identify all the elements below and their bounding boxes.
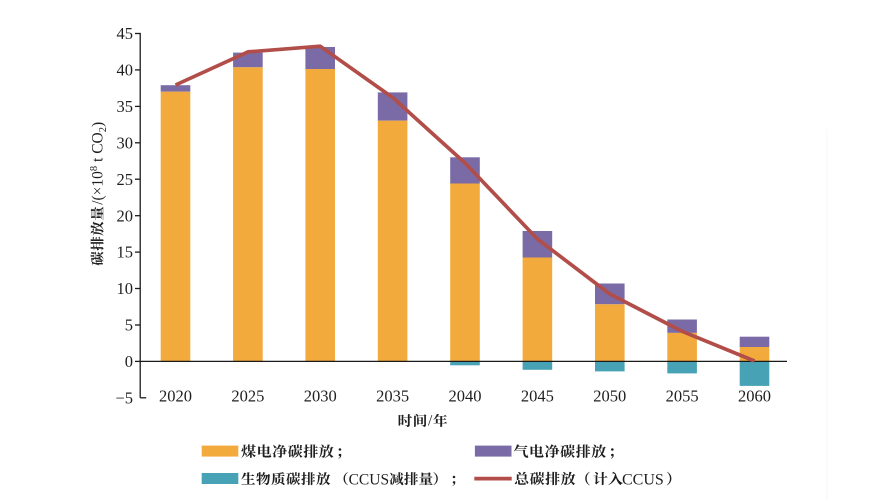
svg-text:2060: 2060 bbox=[738, 387, 771, 406]
svg-text:35: 35 bbox=[117, 97, 134, 116]
svg-text:45: 45 bbox=[117, 24, 134, 43]
svg-text:/: / bbox=[428, 413, 433, 430]
svg-text:2025: 2025 bbox=[231, 387, 264, 406]
svg-text:2050: 2050 bbox=[593, 387, 626, 406]
svg-text:−5: −5 bbox=[115, 388, 133, 407]
svg-text:40: 40 bbox=[117, 61, 134, 80]
svg-text:2020: 2020 bbox=[159, 387, 192, 406]
svg-text:2045: 2045 bbox=[521, 387, 554, 406]
svg-text:2035: 2035 bbox=[376, 387, 409, 406]
svg-text:CCUS: CCUS bbox=[622, 472, 664, 489]
svg-text:10: 10 bbox=[117, 279, 134, 298]
svg-text:2055: 2055 bbox=[666, 387, 699, 406]
svg-text:20: 20 bbox=[117, 206, 134, 225]
svg-text:2040: 2040 bbox=[449, 387, 482, 406]
svg-text:/(×108 t CO2): /(×108 t CO2) bbox=[89, 122, 109, 205]
svg-text:CCUS: CCUS bbox=[349, 472, 390, 489]
svg-text:25: 25 bbox=[117, 170, 134, 189]
svg-text:5: 5 bbox=[125, 316, 133, 335]
svg-text:15: 15 bbox=[117, 243, 134, 262]
svg-text:0: 0 bbox=[125, 352, 133, 371]
svg-text:2030: 2030 bbox=[304, 387, 337, 406]
svg-text:30: 30 bbox=[117, 133, 134, 152]
